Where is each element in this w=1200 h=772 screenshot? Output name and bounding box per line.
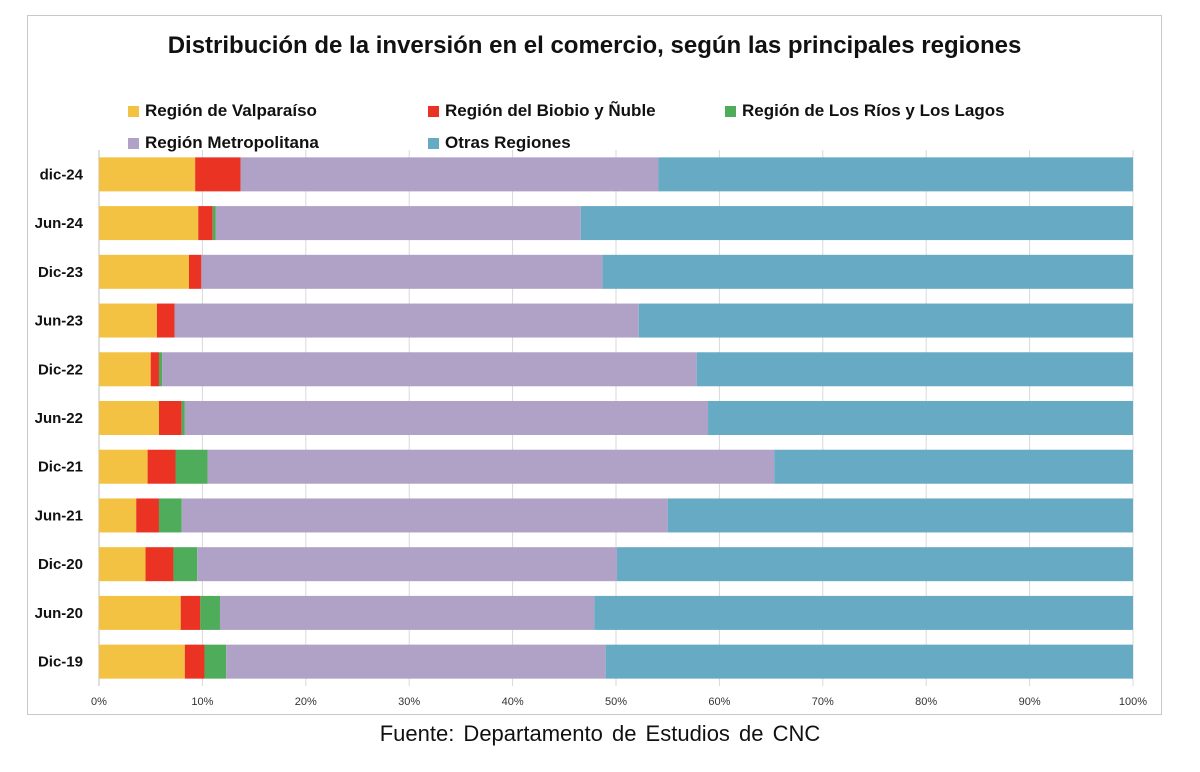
legend-item-los-rios: Región de Los Ríos y Los Lagos [725, 101, 1005, 121]
x-tick-label: 90% [1019, 696, 1041, 708]
bar-segment-1-4 [99, 303, 157, 338]
bar-segment-2-1 [195, 157, 241, 192]
bar-segment-2-2 [198, 206, 213, 241]
x-tick-label: 20% [295, 696, 317, 708]
bar-segment-2-7 [147, 449, 176, 484]
bar-segment-4-5 [162, 352, 697, 387]
bar-segment-1-1 [99, 157, 196, 192]
bar-segment-3-7 [175, 449, 208, 484]
legend-item-otras: Otras Regiones [428, 133, 571, 153]
bar-segment-5-2 [580, 206, 1133, 241]
bar-segment-2-6 [158, 401, 182, 435]
bar-segment-2-9 [145, 547, 174, 582]
bar-segment-3-6 [181, 401, 185, 435]
bar-segment-4-2 [215, 206, 581, 241]
bar-segment-3-8 [158, 498, 182, 533]
bar-segment-2-11 [184, 644, 205, 679]
y-tick-label: Jun-24 [35, 215, 84, 232]
bar-segment-4-1 [240, 157, 659, 192]
bar-segment-1-7 [99, 449, 148, 484]
bar-segment-1-8 [99, 498, 137, 533]
bar-segment-4-7 [207, 449, 775, 484]
bar-segment-1-9 [99, 547, 146, 582]
bar-segment-4-4 [174, 303, 639, 338]
bar-segment-5-9 [617, 547, 1133, 582]
legend-item-metropolitana: Región Metropolitana [128, 133, 319, 153]
legend-item-valparaiso: Región de Valparaíso [128, 101, 317, 121]
x-tick-label: 80% [915, 696, 937, 708]
y-tick-label: Dic-20 [38, 556, 83, 573]
x-tick-label: 0% [91, 696, 107, 708]
bar-segment-3-5 [158, 352, 163, 387]
legend-swatch-otras [428, 137, 439, 149]
x-tick-label: 40% [502, 696, 524, 708]
y-tick-label: Dic-23 [38, 264, 83, 281]
legend-swatch-valparaiso [128, 105, 139, 117]
bar-segment-5-11 [605, 644, 1133, 679]
bar-segment-4-11 [226, 644, 606, 679]
bar-segment-3-10 [200, 595, 220, 630]
bar-segment-5-7 [774, 449, 1133, 484]
bar-segment-1-10 [99, 595, 181, 630]
legend-label: Otras Regiones [445, 133, 571, 152]
bar-segment-5-3 [602, 254, 1133, 289]
bar-segment-5-5 [696, 352, 1133, 387]
x-tick-label: 60% [708, 696, 730, 708]
bar-segment-2-4 [156, 303, 175, 338]
bar-segment-3-2 [212, 206, 216, 241]
legend-item-biobio: Región del Biobio y Ñuble [428, 101, 656, 121]
bar-segment-1-2 [99, 206, 199, 241]
bar-segment-1-6 [99, 401, 159, 435]
bar-segment-5-10 [594, 595, 1133, 630]
y-tick-label: Jun-21 [35, 507, 83, 524]
bar-segment-4-9 [197, 547, 618, 582]
legend-swatch-metropolitana [128, 137, 139, 149]
bar-segment-2-5 [150, 352, 159, 387]
bar-segment-5-1 [658, 157, 1133, 192]
bar-segment-5-8 [667, 498, 1133, 533]
bar-segment-3-9 [173, 547, 198, 582]
legend-swatch-biobio [428, 105, 439, 117]
bar-segment-1-5 [99, 352, 151, 387]
bar-segment-1-3 [99, 254, 189, 289]
source-note: Fuente: Departamento de Estudios de CNC [379, 721, 821, 746]
y-tick-label: dic-24 [40, 166, 84, 183]
legend-label: Región del Biobio y Ñuble [445, 101, 656, 120]
x-tick-label: 50% [605, 696, 627, 708]
chart-title: Distribución de la inversión en el comer… [167, 32, 1022, 59]
bar-segment-1-11 [99, 644, 185, 679]
bar-segment-2-10 [180, 595, 201, 630]
x-tick-label: 70% [812, 696, 834, 708]
y-tick-label: Jun-22 [35, 410, 83, 427]
bar-segment-5-6 [708, 401, 1133, 435]
y-tick-label: Jun-20 [35, 605, 83, 622]
legend-label: Región Metropolitana [145, 133, 319, 152]
y-tick-label: Dic-19 [38, 654, 83, 671]
bar-segment-4-3 [201, 254, 603, 289]
x-tick-label: 10% [191, 696, 213, 708]
legend-label: Región de Valparaíso [145, 101, 317, 120]
y-tick-label: Dic-21 [38, 459, 83, 476]
legend-swatch-los-rios [725, 105, 736, 117]
y-tick-label: Jun-23 [35, 313, 83, 330]
x-tick-label: 100% [1119, 696, 1147, 708]
bar-segment-4-10 [219, 595, 595, 630]
bar-segment-4-6 [184, 401, 709, 435]
legend-label: Región de Los Ríos y Los Lagos [742, 101, 1005, 120]
bar-segment-3-11 [204, 644, 227, 679]
bar-segment-2-8 [136, 498, 159, 533]
bar-segment-4-8 [181, 498, 668, 533]
y-tick-label: Dic-22 [38, 361, 83, 378]
bar-segment-5-4 [638, 303, 1133, 338]
bar-segment-2-3 [188, 254, 202, 289]
x-tick-label: 30% [398, 696, 420, 708]
